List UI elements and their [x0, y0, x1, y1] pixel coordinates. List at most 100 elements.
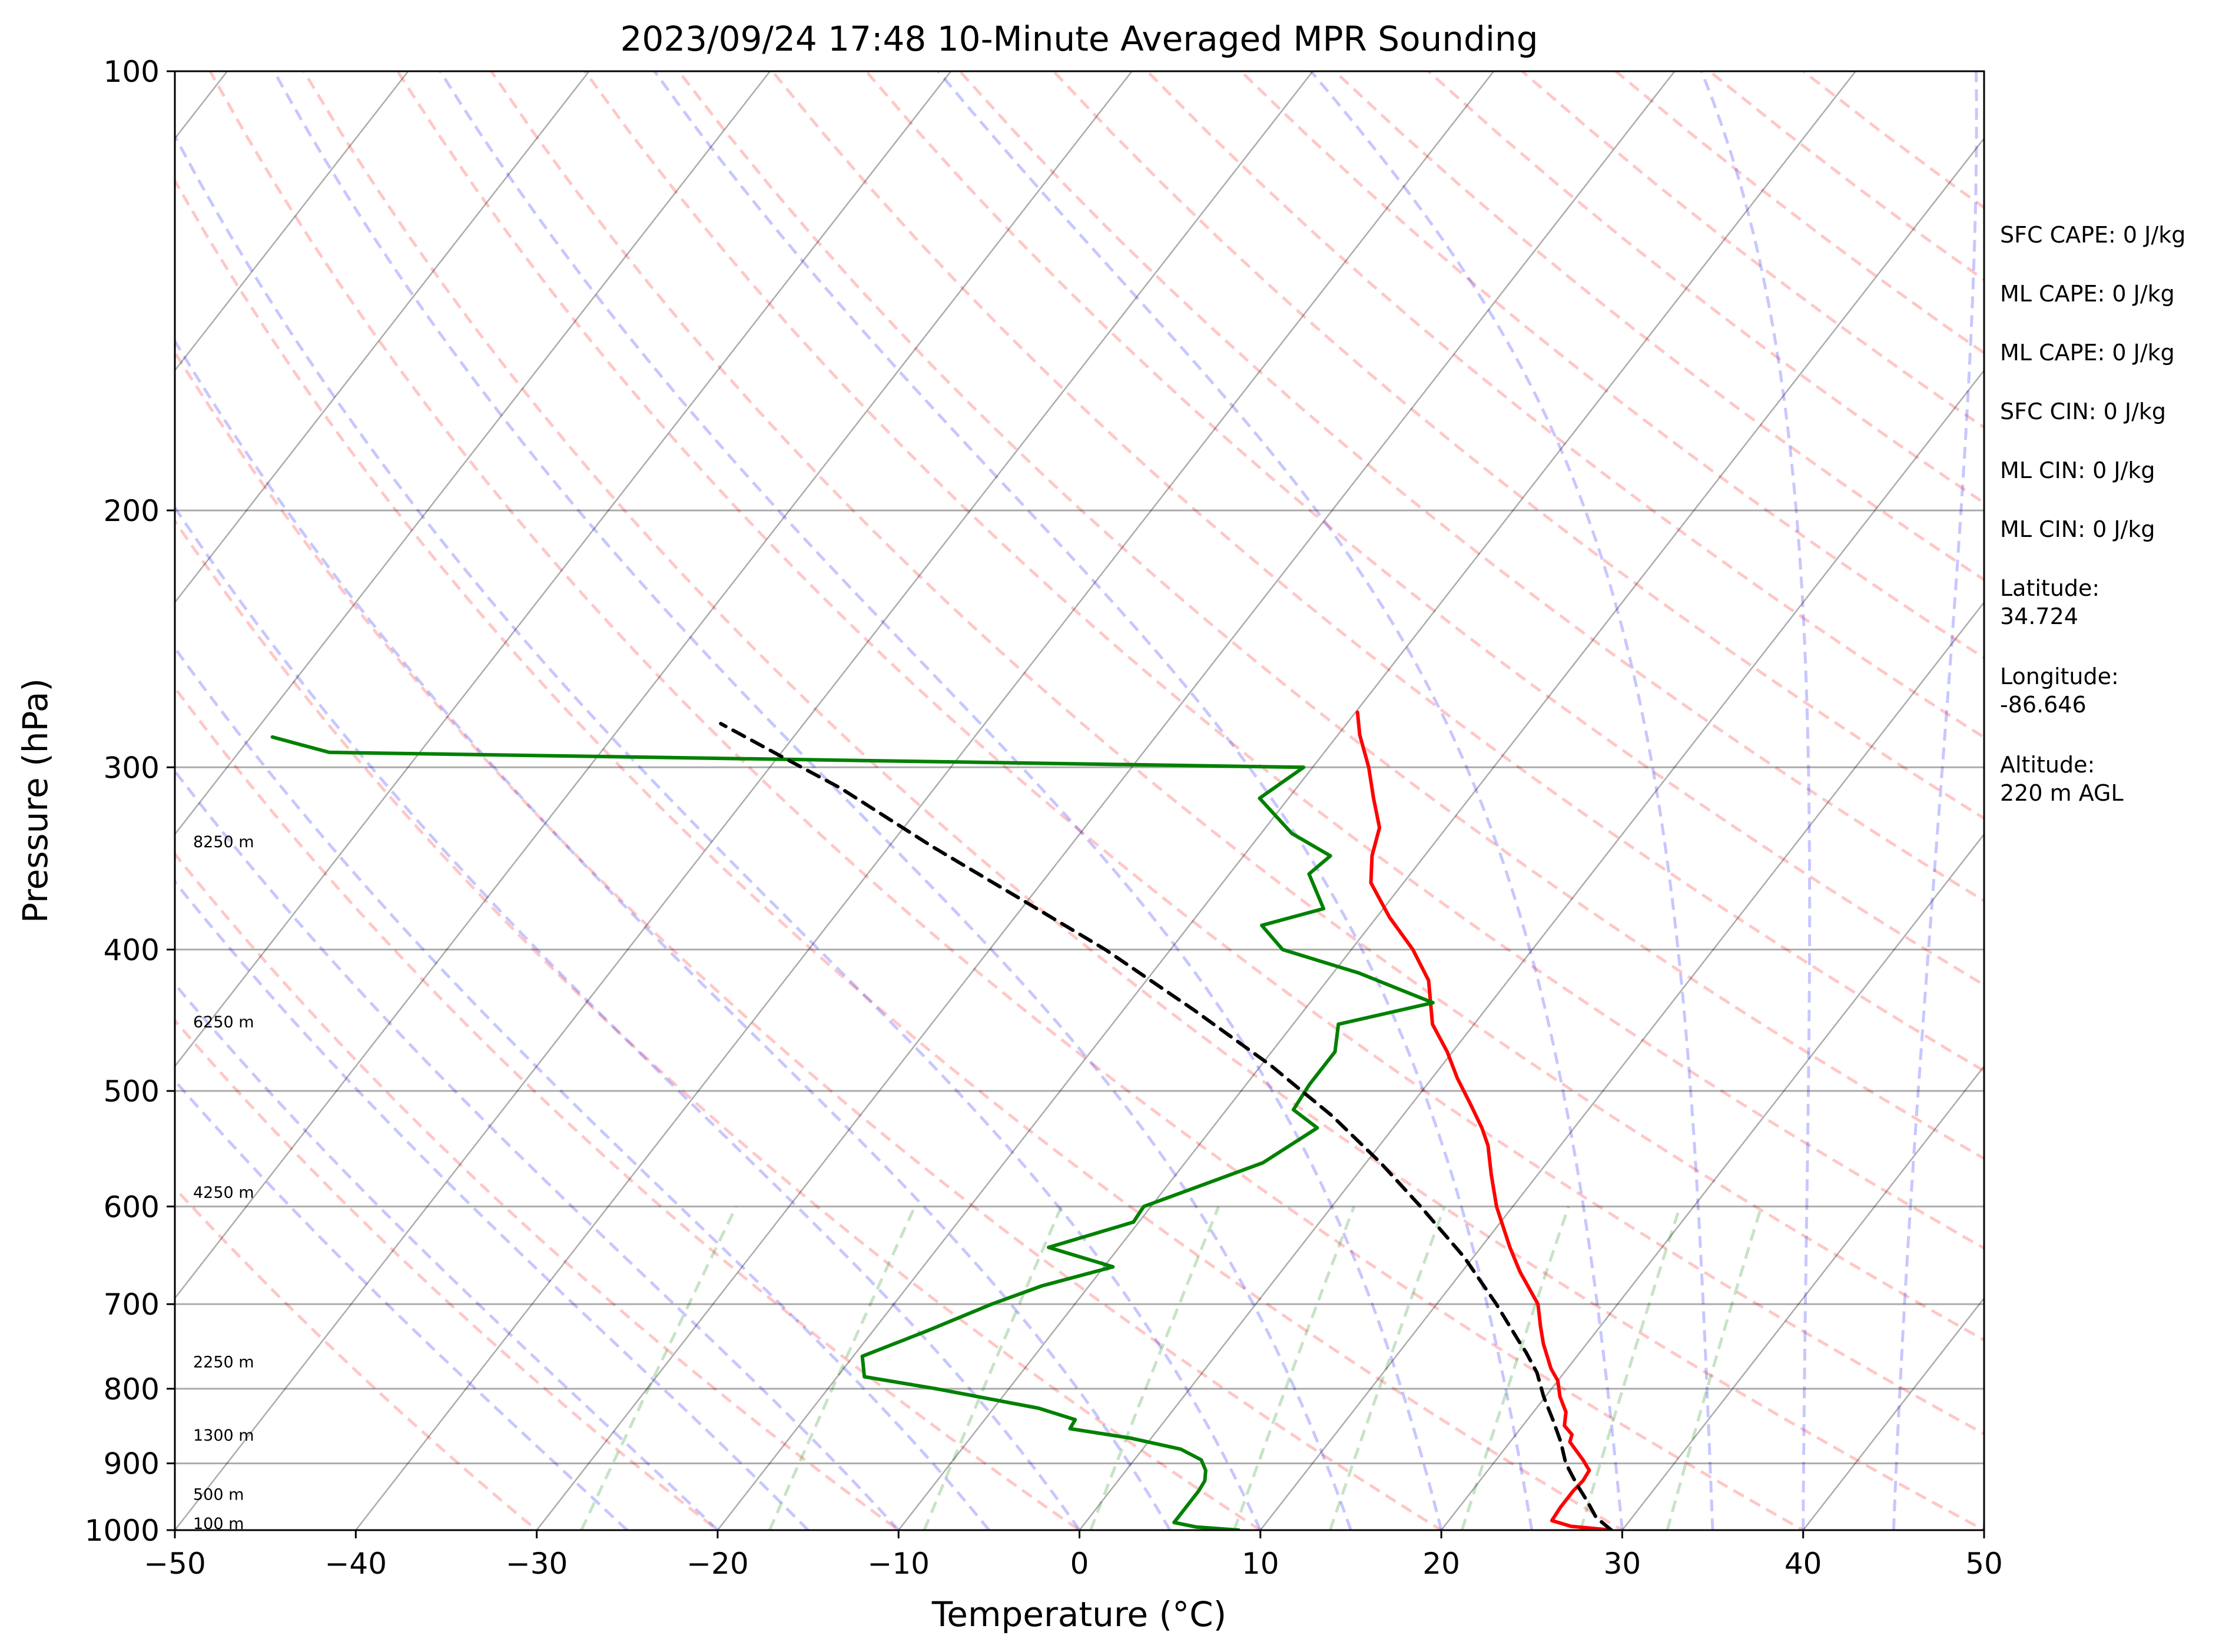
mixing-ratio-line: [768, 1206, 917, 1530]
dry-adiabat: [175, 1186, 539, 1530]
mixing-ratio-line: [1232, 1206, 1356, 1530]
y-tick-label: 300: [104, 751, 160, 785]
y-tick-label: 100: [104, 55, 160, 89]
y-tick-label: 1000: [85, 1514, 160, 1548]
height-label: 500 m: [193, 1485, 244, 1504]
info-text: ML CAPE: 0 J/kg: [2000, 281, 2175, 307]
moist-adiabat: [175, 505, 1081, 1530]
height-label: 100 m: [193, 1515, 244, 1533]
y-tick-label: 400: [104, 933, 160, 967]
info-text: Latitude:: [2000, 575, 2099, 601]
sounding-info-panel: SFC CAPE: 0 J/kg ML CAPE: 0 J/kg ML CAPE: …: [2000, 222, 2185, 806]
y-axis-ticks: 1000 900 800 700 600 500 400 300 200 100: [85, 55, 175, 1548]
y-tick-label: 900: [104, 1447, 160, 1481]
isotherm: [175, 71, 952, 1068]
info-text: Longitude:: [2000, 664, 2119, 689]
y-tick-label: 200: [104, 494, 160, 528]
mixing-ratio-line: [1328, 1206, 1446, 1530]
chart-title: 2023/09/24 17:48 10-Minute Averaged MPR …: [620, 19, 1538, 59]
isotherm: [1802, 1296, 1984, 1530]
x-axis-label: Temperature (°C): [931, 1594, 1227, 1634]
x-tick-label: 50: [1965, 1547, 2003, 1581]
isotherm: [897, 137, 1984, 1530]
y-axis-label: Pressure (hPa): [15, 678, 55, 923]
dry-adiabat: [175, 349, 1444, 1530]
mixing-ratio-line: [580, 1206, 738, 1530]
info-text: -86.646: [2000, 692, 2087, 718]
dewpoint-trace: [270, 735, 1435, 1530]
height-label: 6250 m: [193, 1013, 254, 1031]
temperature-trace: [1355, 710, 1613, 1530]
height-label: 8250 m: [193, 833, 254, 851]
pressure-gridlines: [175, 71, 1984, 1530]
dry-adiabat: [175, 851, 901, 1530]
info-text: 220 m AGL: [2000, 780, 2124, 806]
x-tick-label: −30: [506, 1547, 568, 1581]
dry-adiabat: [677, 71, 1984, 1160]
x-tick-label: −20: [686, 1547, 749, 1581]
moist-adiabat: [175, 981, 719, 1530]
height-label: 2250 m: [193, 1354, 254, 1372]
isotherm: [1440, 833, 1984, 1530]
isotherm: [175, 71, 771, 836]
info-text: SFC CIN: 0 J/kg: [2000, 399, 2166, 424]
dry-adiabat: [1052, 71, 1984, 820]
isotherm: [536, 71, 1676, 1530]
isotherm: [1078, 369, 1984, 1530]
dry-adiabat: [490, 71, 1984, 1342]
sounding-traces: [270, 710, 1613, 1530]
x-tick-label: 30: [1604, 1547, 1641, 1581]
mixing-ratio-line: [1089, 1206, 1220, 1530]
y-tick-label: 600: [104, 1190, 160, 1224]
moist-adiabat: [175, 132, 1262, 1530]
parcel-trace: [719, 722, 1613, 1530]
dry-adiabat: [583, 71, 1984, 1250]
moist-adiabat: [175, 338, 1172, 1530]
moist-adiabat: [937, 71, 1624, 1530]
isotherm: [175, 71, 409, 372]
y-tick-label: 500: [104, 1074, 160, 1109]
x-axis-ticks: −50 −40 −30 −20 −10 0 10 20 30 40 50: [144, 1530, 2003, 1581]
mixing-ratio-line: [1579, 1206, 1681, 1530]
info-text: Altitude:: [2000, 752, 2095, 778]
x-tick-label: 0: [1070, 1547, 1089, 1581]
height-label: 1300 m: [193, 1427, 254, 1445]
moist-adiabat: [1700, 71, 1812, 1530]
isotherm: [717, 71, 1857, 1530]
isotherm: [1621, 1065, 1984, 1530]
dry-adiabat: [302, 71, 1984, 1530]
isotherm: [354, 71, 1495, 1530]
y-tick-label: 700: [104, 1288, 160, 1322]
moist-adiabat: [175, 645, 990, 1530]
info-text: ML CAPE: 0 J/kg: [2000, 340, 2175, 366]
mixing-ratio-line: [1666, 1206, 1763, 1530]
isotherm: [175, 71, 591, 604]
moist-adiabat: [175, 768, 900, 1530]
y-tick-label: 800: [104, 1372, 160, 1406]
dry-adiabat: [208, 71, 1806, 1530]
dry-adiabat: [175, 1018, 720, 1530]
moist-adiabat: [1309, 71, 1714, 1530]
moist-adiabat: [273, 71, 1352, 1530]
x-tick-label: 40: [1784, 1547, 1822, 1581]
mixing-ratio-line: [1460, 1206, 1570, 1530]
dry-adiabat: [958, 71, 1984, 903]
isotherm: [175, 71, 1314, 1530]
height-labels: 100 m 500 m 1300 m 2250 m 4250 m 6250 m 8250 m: [193, 833, 254, 1533]
dry-adiabat: [175, 177, 1626, 1530]
moist-adiabat: [439, 71, 1443, 1530]
info-text: 34.724: [2000, 603, 2078, 629]
x-tick-label: −40: [325, 1547, 387, 1581]
x-tick-label: −50: [144, 1547, 206, 1581]
dry-adiabat: [175, 685, 1082, 1530]
height-label: 4250 m: [193, 1184, 254, 1202]
info-text: SFC CAPE: 0 J/kg: [2000, 222, 2185, 248]
info-text: ML CIN: 0 J/kg: [2000, 457, 2155, 483]
moist-adiabat: [653, 71, 1534, 1530]
moist-adiabat: [175, 879, 810, 1530]
dry-adiabat: [175, 518, 1263, 1530]
isotherm: [1259, 601, 1984, 1530]
x-tick-label: 10: [1242, 1547, 1279, 1581]
mixing-ratio-line: [923, 1206, 1063, 1530]
x-tick-label: −10: [867, 1547, 930, 1581]
